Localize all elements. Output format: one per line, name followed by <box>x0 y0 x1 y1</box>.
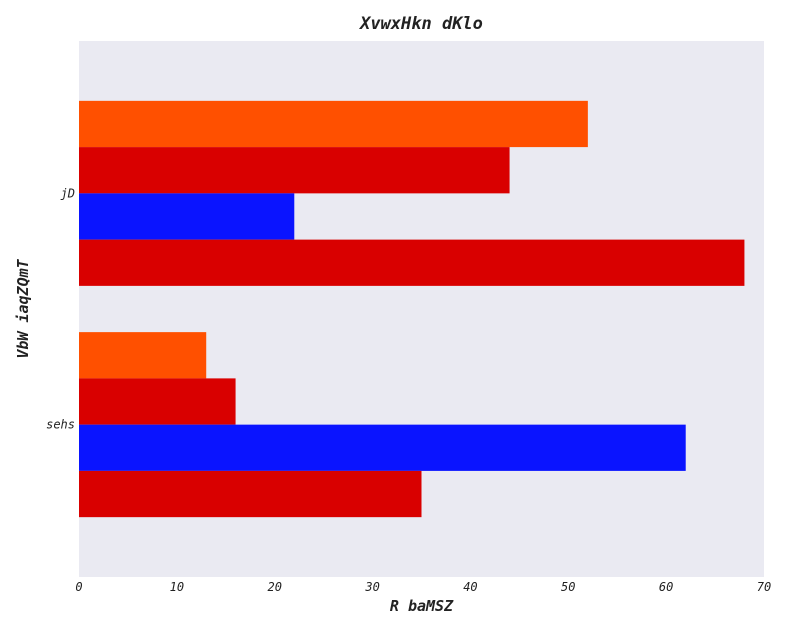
x-tick-label: 30 <box>364 580 379 594</box>
bar-jD-series-1 <box>79 100 588 148</box>
bar-sehs-series-3 <box>79 424 686 471</box>
bars-layer <box>79 100 745 518</box>
bar-jD-series-3 <box>79 193 295 240</box>
y-tick-label: jD <box>61 186 75 200</box>
x-tick-label: 40 <box>463 580 477 594</box>
x-tick-label: 10 <box>170 580 184 594</box>
bar-jD-series-4 <box>79 239 745 286</box>
x-axis-title: R baMSZ <box>390 597 454 615</box>
x-tick-labels: 0 10 20 30 40 50 60 70 <box>75 580 771 594</box>
x-tick-label: 50 <box>561 580 575 594</box>
x-tick-label: 0 <box>75 580 82 594</box>
y-tick-labels: jD sehs <box>46 186 75 431</box>
y-tick-label: sehs <box>46 418 75 432</box>
x-tick-label: 60 <box>659 580 673 594</box>
bar-sehs-series-2 <box>79 378 236 425</box>
bar-sehs-series-4 <box>79 470 422 518</box>
x-tick-label: 20 <box>267 580 281 594</box>
bar-sehs-series-1 <box>79 332 207 379</box>
chart-title: XvwxHkn dKlo <box>358 14 483 34</box>
bar-jD-series-2 <box>79 147 510 194</box>
y-axis-title: VbW iaqZQmT <box>14 258 32 358</box>
x-tick-label: 70 <box>757 580 771 594</box>
